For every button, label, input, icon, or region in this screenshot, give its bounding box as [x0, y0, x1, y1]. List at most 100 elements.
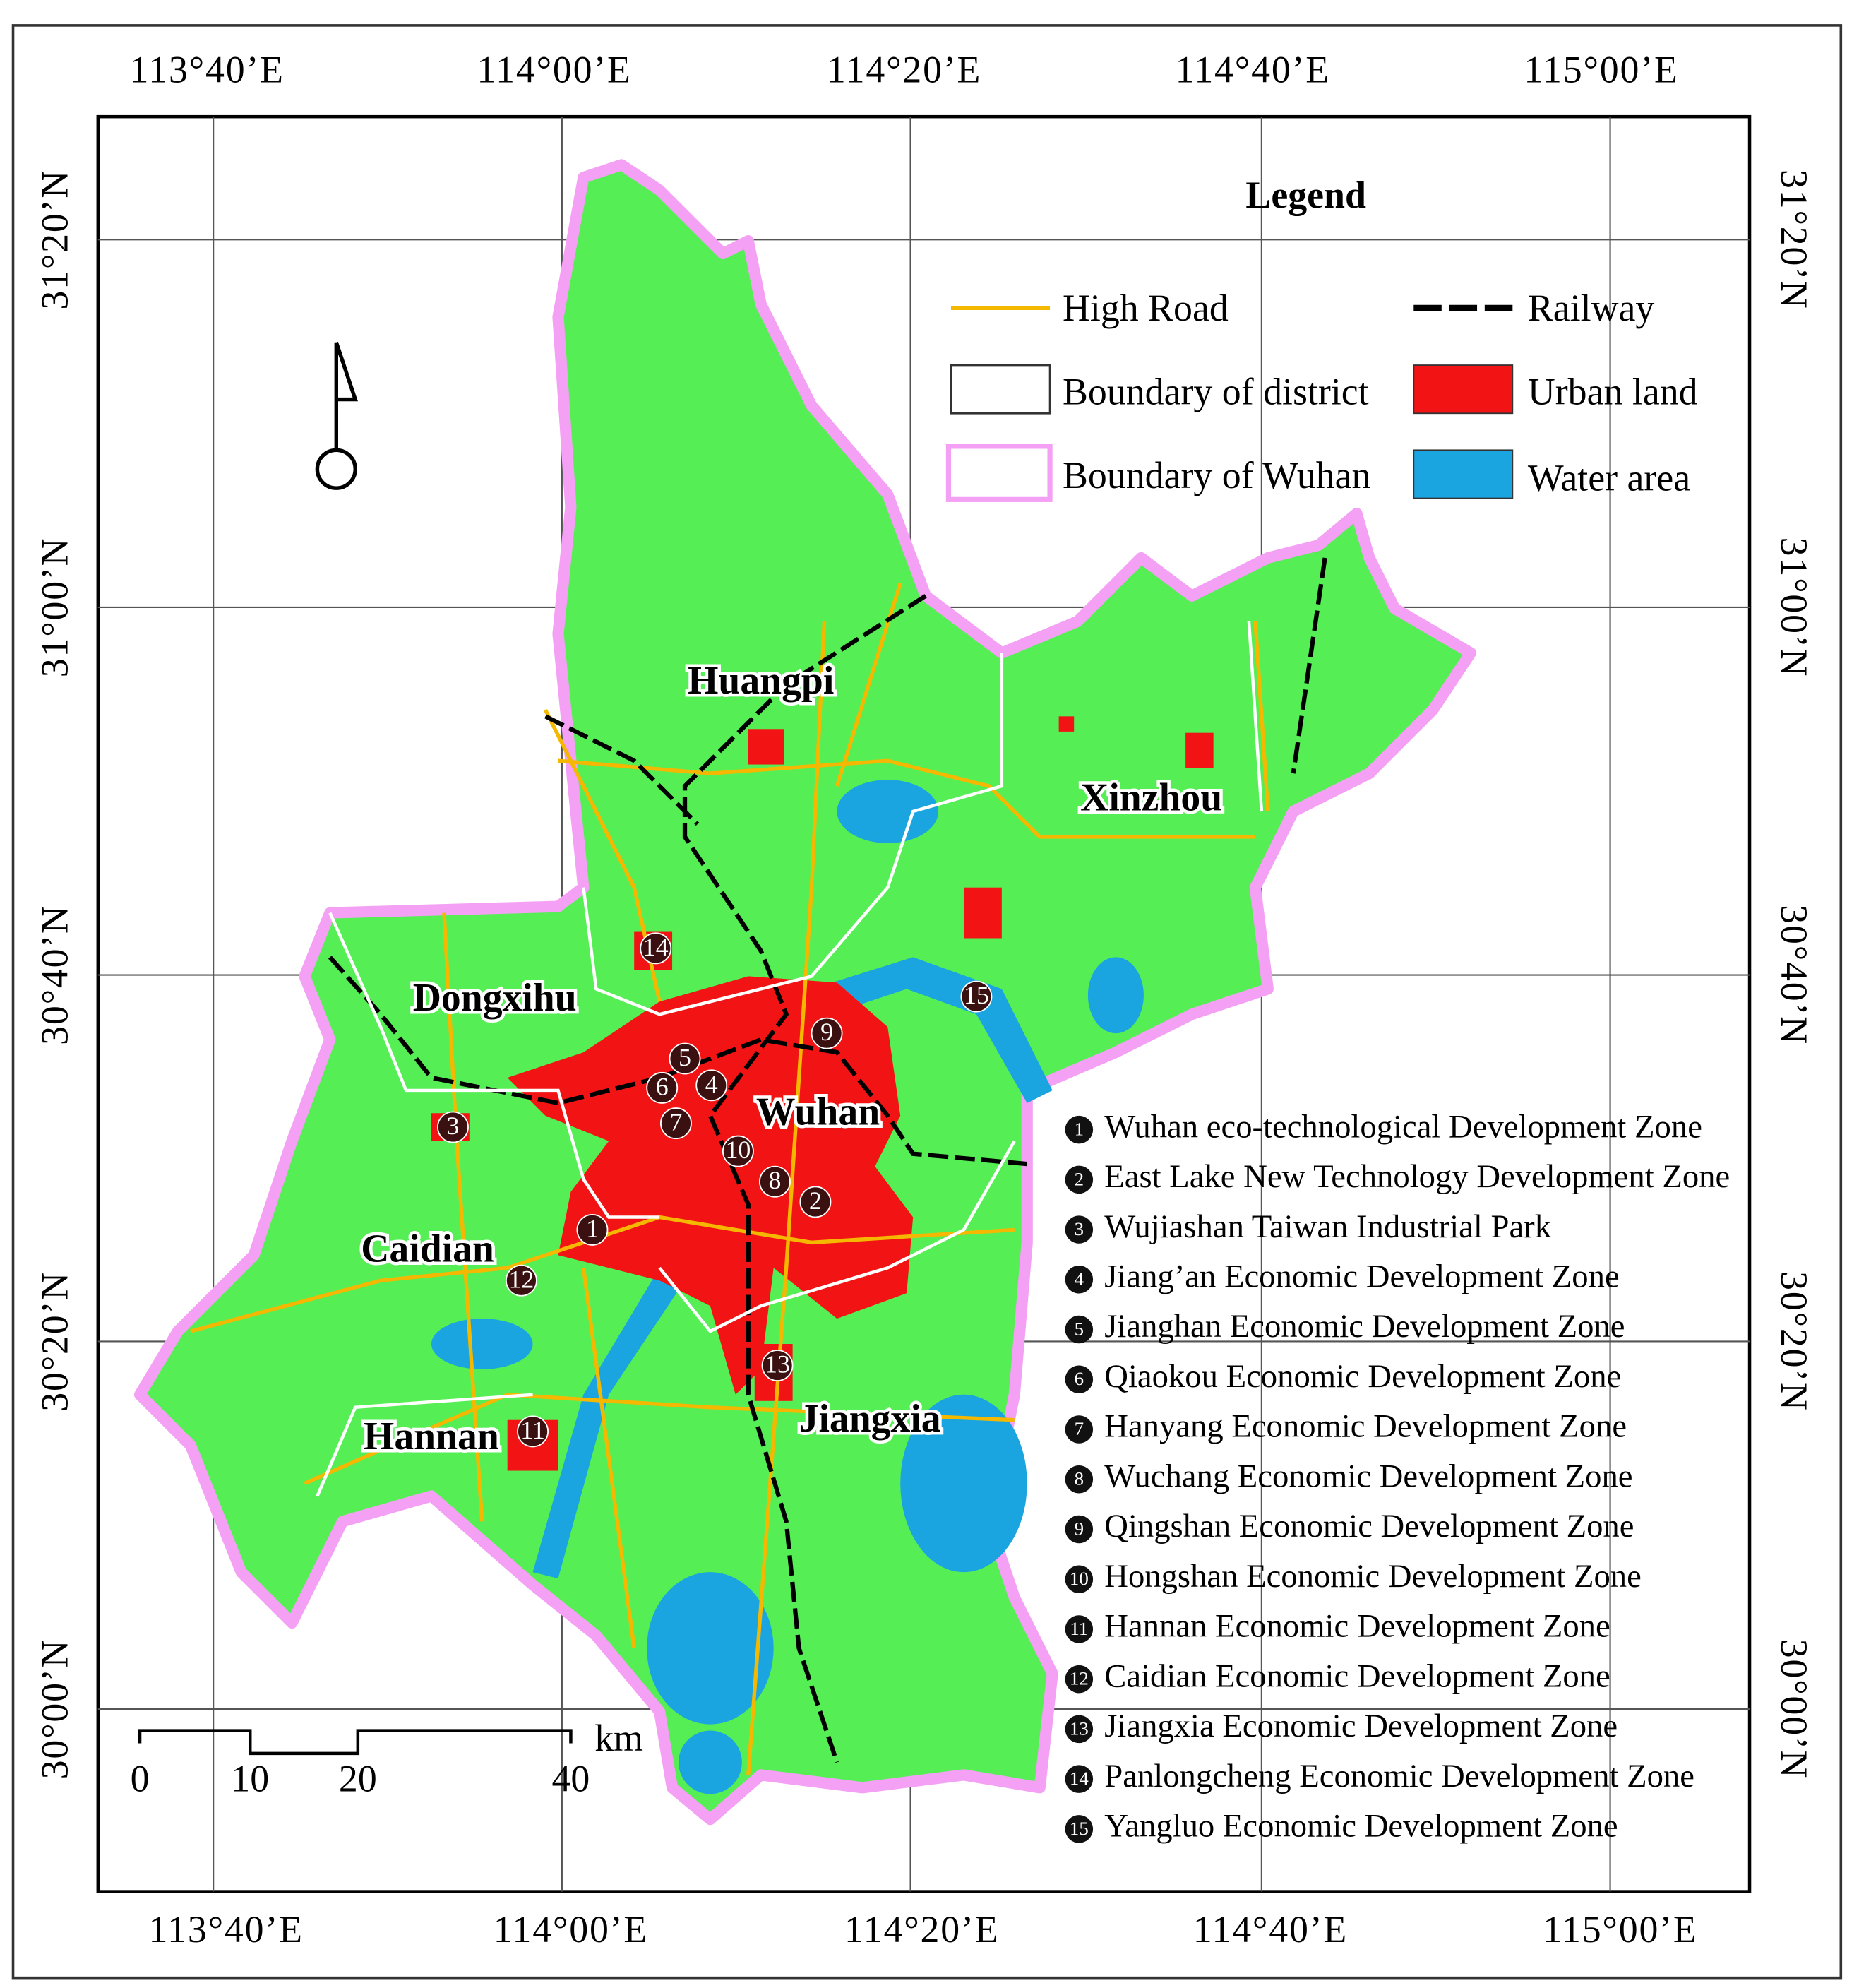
district-boundaries [316, 621, 1264, 1497]
zone-marker [761, 1350, 794, 1381]
zone-list-number: 7 [1075, 1418, 1084, 1439]
latitude-label: 30°00’N [34, 1639, 76, 1780]
scale-label: 40 [552, 1758, 590, 1800]
zone-marker [799, 1186, 832, 1218]
district-label: Dongxihu [413, 976, 577, 1020]
zone-list-name: Jianghan Economic Development Zone [1104, 1308, 1625, 1345]
zone-marker-label: 11 [520, 1416, 545, 1444]
zone-list-name: Qiaokou Economic Development Zone [1104, 1358, 1621, 1395]
zone-marker-label: 9 [820, 1018, 833, 1046]
zone-list-bullet [1065, 1815, 1094, 1843]
zone-list-number: 12 [1070, 1668, 1089, 1689]
legend: Legend High Road Railway Boundary of dis… [945, 174, 1698, 502]
zone-list-name: Jiang’an Economic Development Zone [1104, 1258, 1619, 1295]
zone-list-name: East Lake New Technology Development Zon… [1104, 1158, 1730, 1195]
zone-list-number: 13 [1070, 1718, 1089, 1739]
legend-label: Urban land [1528, 370, 1698, 412]
zone-marker-label: 6 [656, 1072, 669, 1100]
latitude-label: 31°00’N [1773, 537, 1815, 678]
zone-list-bullet [1065, 1715, 1094, 1744]
zone-marker-label: 7 [669, 1108, 682, 1136]
latitude-label: 30°20’N [34, 1271, 76, 1412]
latitude-label: 30°40’N [1773, 905, 1815, 1045]
latitude-label: 30°00’N [1773, 1639, 1815, 1780]
zone-marker [811, 1017, 843, 1049]
longitude-label: 115°00’E [1524, 48, 1678, 90]
zone-list-number: 15 [1070, 1818, 1089, 1839]
legend-boundary [945, 444, 1053, 502]
longitude-label: 114°40’E [1193, 1908, 1348, 1951]
scale-label: 20 [339, 1758, 377, 1800]
latitude-label: 31°00’N [34, 537, 76, 678]
railways [328, 557, 1327, 1763]
zone-list-number: 14 [1070, 1768, 1089, 1789]
zone-list-bullet [1065, 1615, 1094, 1643]
legend-label: Boundary of district [1063, 370, 1369, 412]
legend-title: Legend [1245, 174, 1366, 216]
zone-list-name: Hannan Economic Development Zone [1104, 1608, 1610, 1645]
zone-marker [505, 1264, 537, 1297]
zone-marker-label: 12 [508, 1265, 534, 1293]
district-label: Xinzhou [1080, 775, 1222, 819]
scale-label: 0 [131, 1758, 150, 1800]
district-label: Huangpi [688, 659, 834, 703]
zone-marker [669, 1042, 701, 1075]
district-label: Wuhan [756, 1090, 880, 1134]
zone-marker [517, 1415, 549, 1448]
zone-list-number: 3 [1075, 1218, 1084, 1239]
zone-marker [660, 1107, 692, 1140]
zone-marker-label: 8 [768, 1166, 781, 1194]
legend-label: Boundary of Wuhan [1063, 454, 1371, 496]
zone-list-bullet [1065, 1565, 1094, 1593]
zone-list-name: Panlongcheng Economic Development Zone [1104, 1758, 1694, 1794]
zone-list-name: Jiangxia Economic Development Zone [1104, 1708, 1618, 1744]
zone-list-number: 2 [1075, 1168, 1084, 1189]
north-arrow [315, 341, 358, 490]
zone-marker [759, 1165, 791, 1198]
zone-list-bullet [1065, 1315, 1094, 1344]
legend-label: Water area [1528, 457, 1690, 499]
zone-list-bullet [1065, 1665, 1094, 1694]
zone-marker-label: 1 [586, 1214, 599, 1242]
zone-marker-label: 2 [809, 1186, 822, 1215]
zone-marker [646, 1071, 679, 1104]
zone-marker-label: 13 [765, 1350, 790, 1379]
zone-marker-label: 3 [446, 1112, 459, 1140]
longitude-label: 114°00’E [477, 48, 631, 90]
legend-label: High Road [1063, 287, 1229, 329]
longitude-label: 114°40’E [1176, 48, 1330, 90]
zone-list-name: Wuhan eco-technological Development Zone [1104, 1108, 1702, 1145]
latitude-label: 30°20’N [1773, 1271, 1815, 1412]
zone-list-name: Wuchang Economic Development Zone [1104, 1458, 1632, 1494]
zone-list-bullet [1065, 1465, 1094, 1494]
zone-list-bullet [1065, 1515, 1094, 1544]
zone-list-number: 4 [1075, 1268, 1084, 1290]
zone-marker [640, 932, 672, 965]
longitude-label: 113°40’E [130, 48, 285, 90]
zone-list-name: Qingshan Economic Development Zone [1104, 1508, 1634, 1544]
latitude-label: 31°20’N [1773, 169, 1815, 310]
zone-marker-label: 14 [643, 933, 669, 961]
legend-water [1413, 449, 1514, 499]
zone-list-bullet [1065, 1415, 1094, 1444]
zone-marker-label: 4 [705, 1070, 718, 1098]
zone-list-number: 9 [1075, 1518, 1084, 1539]
scale-bar [138, 1729, 573, 1756]
longitude-label: 114°20’E [827, 48, 981, 90]
zone-list-number: 1 [1075, 1119, 1084, 1140]
scale-label: 10 [231, 1758, 269, 1800]
zone-marker [695, 1069, 728, 1102]
legend-urban [1413, 364, 1514, 415]
zone-list-name: Caidian Economic Development Zone [1104, 1657, 1610, 1694]
zone-list-name: Yangluo Economic Development Zone [1104, 1808, 1618, 1845]
district-label: Caidian [361, 1227, 494, 1271]
zone-list-bullet [1065, 1365, 1094, 1394]
zone-list-bullet [1065, 1215, 1094, 1244]
latitude-label: 30°40’N [34, 905, 76, 1045]
zone-list-bullet [1065, 1765, 1094, 1793]
zone-list-bullet [1065, 1266, 1094, 1294]
district-label: Jiangxia [799, 1397, 941, 1441]
longitude-label: 113°40’E [148, 1908, 303, 1951]
zone-marker-label: 15 [964, 981, 989, 1009]
zone-list-bullet [1065, 1115, 1094, 1144]
